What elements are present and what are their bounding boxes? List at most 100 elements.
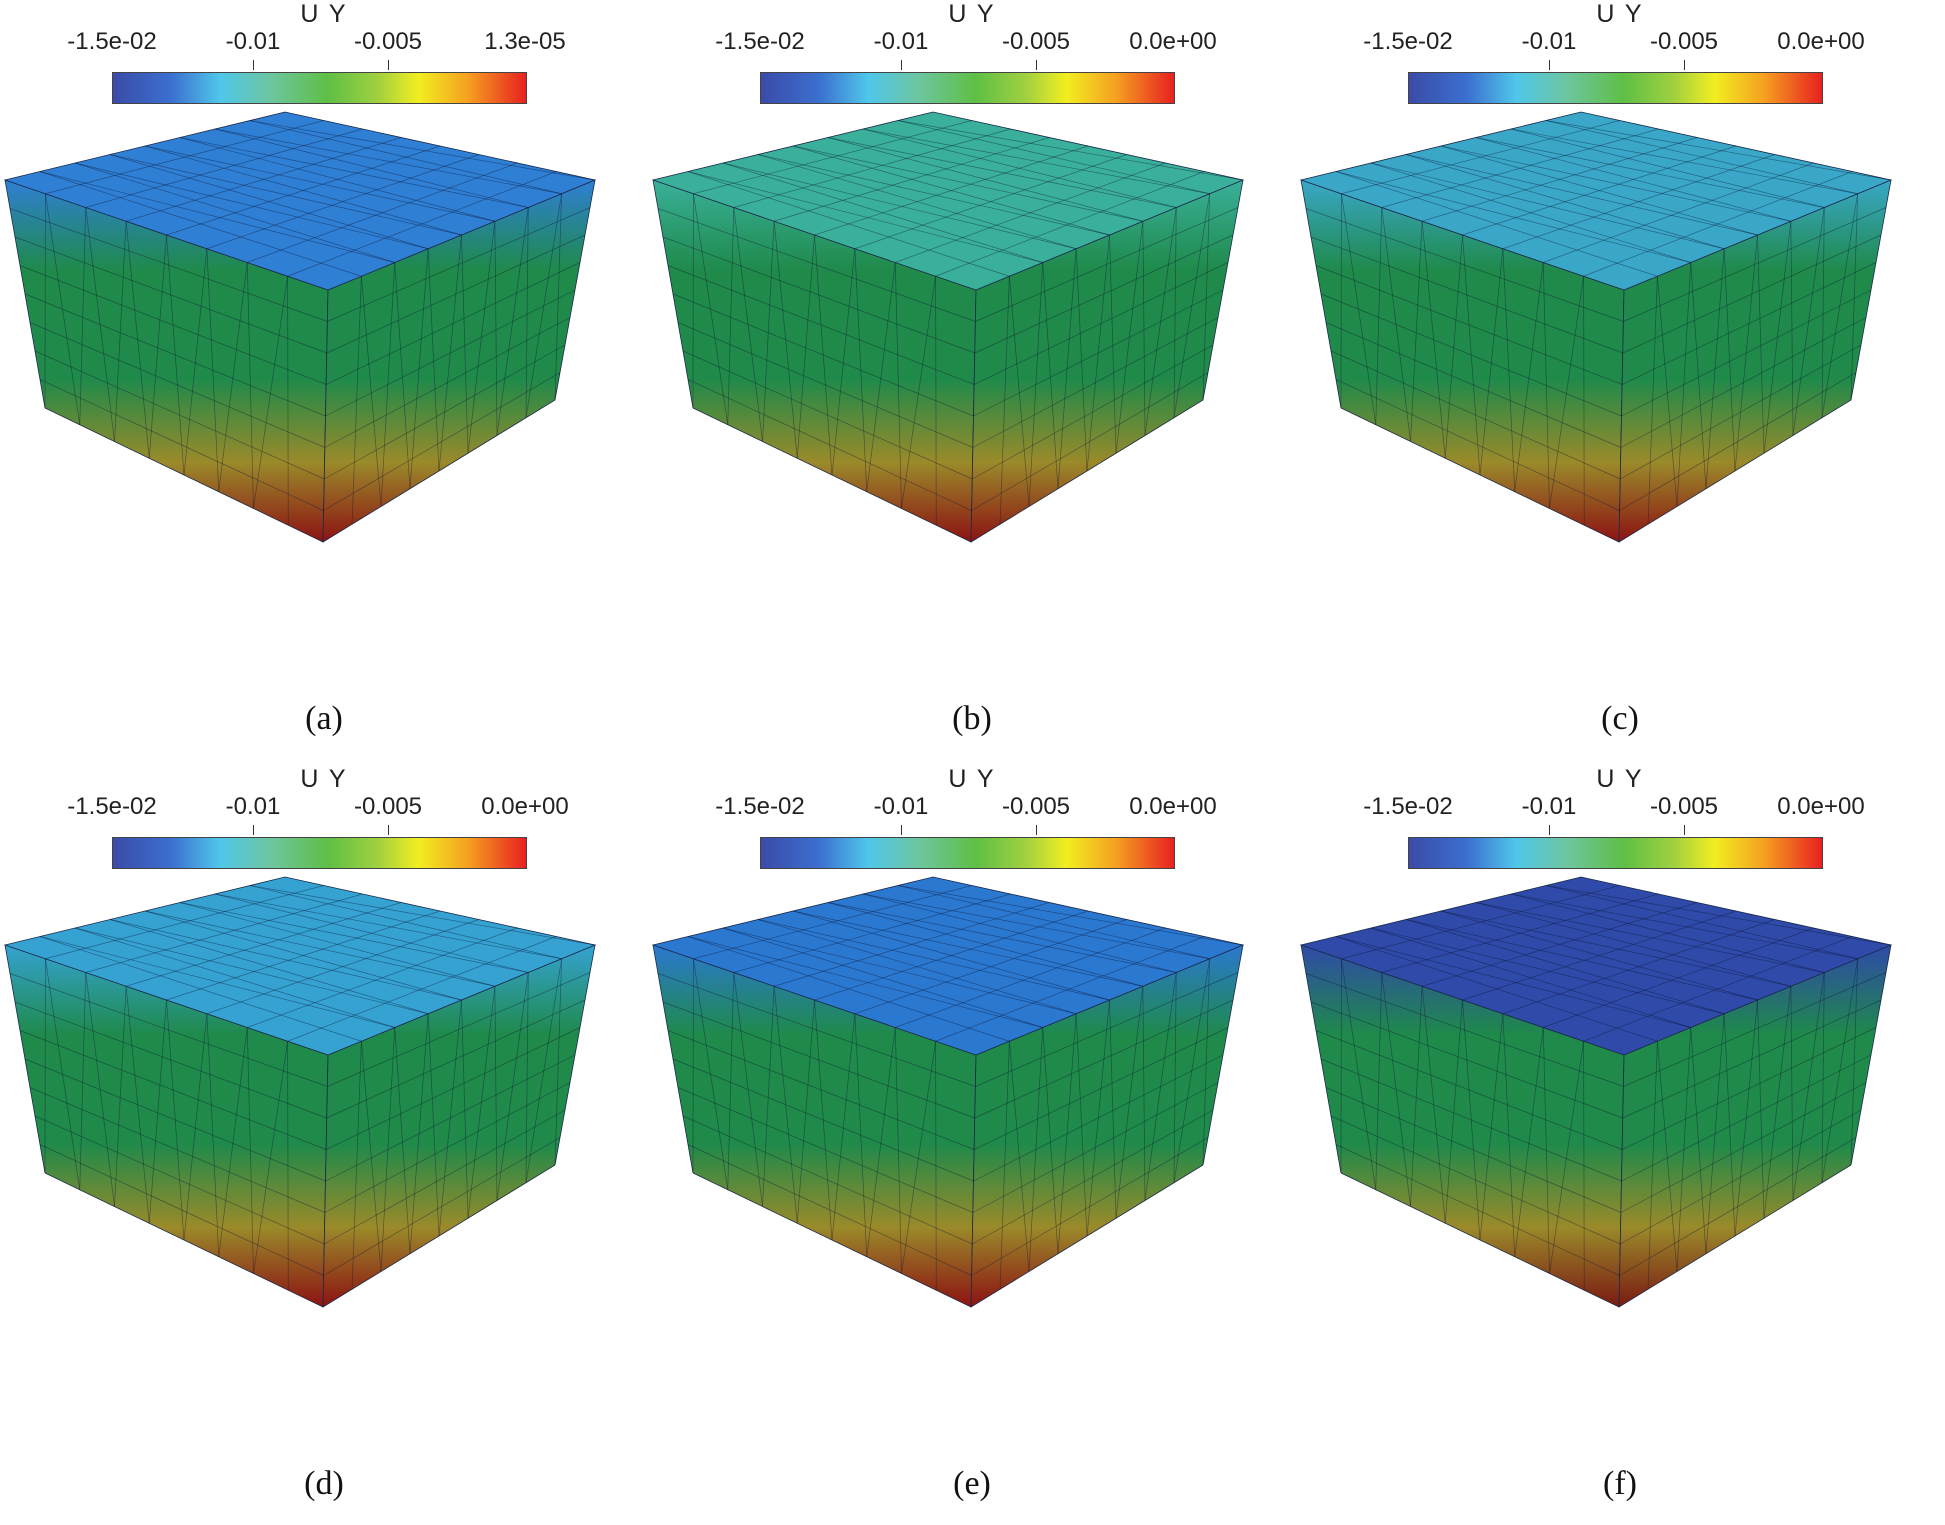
- mesh-edge: [972, 1082, 1219, 1213]
- mesh-edge: [1422, 902, 1698, 987]
- deformed-cube-mesh: [3, 111, 597, 543]
- colorbar-legend: U Y -1.5e-02 -0.01 -0.005 0.0e+00: [0, 765, 648, 875]
- mesh-edge: [325, 1027, 581, 1150]
- mesh-edge: [1542, 262, 1550, 509]
- colorbar-tick-mark: [901, 60, 902, 70]
- mesh-edge: [1202, 193, 1210, 401]
- mesh-edge: [999, 1041, 1010, 1290]
- mesh-edge: [39, 1144, 324, 1276]
- mesh-edge: [74, 162, 429, 250]
- mesh-edge: [1086, 234, 1110, 472]
- mesh-edge: [1381, 207, 1411, 442]
- mesh-edge: [325, 262, 581, 385]
- deformed-cube-mesh: [1299, 111, 1893, 543]
- mesh-edge: [218, 262, 248, 492]
- colorbar-legend: U Y -1.5e-02 -0.01 -0.005 1.3e-05: [0, 0, 648, 110]
- mesh-edge: [792, 910, 1143, 987]
- panel-b: U Y -1.5e-02 -0.01 -0.005 0.0e+00 (b): [648, 0, 1296, 760]
- mesh-edge: [214, 128, 529, 208]
- mesh-edge: [1421, 221, 1446, 459]
- legend-title: U Y: [1596, 0, 1644, 28]
- mesh-edge: [901, 1041, 936, 1274]
- mesh-edge: [166, 145, 441, 236]
- mesh-edge: [1341, 193, 1377, 425]
- mesh-edge: [1410, 221, 1423, 442]
- mesh-edge: [1621, 1027, 1877, 1150]
- mesh-edge: [1075, 248, 1088, 472]
- mesh-edge: [214, 893, 562, 960]
- mesh-edge: [687, 171, 1010, 277]
- mesh-edge: [1583, 1041, 1585, 1291]
- colorbar-tick-label: -0.005: [1649, 28, 1719, 55]
- mesh-edge: [494, 986, 498, 1201]
- mesh-edge: [1676, 262, 1692, 507]
- mesh-edge: [326, 234, 586, 354]
- legend-title: U Y: [1596, 765, 1644, 793]
- mesh-edge: [29, 322, 326, 448]
- mesh-edge: [1850, 193, 1858, 401]
- mesh-edge: [1335, 936, 1691, 1028]
- mesh-edge: [114, 986, 127, 1207]
- mesh-edge: [144, 910, 495, 987]
- mesh-edge: [862, 893, 1177, 973]
- panel-caption: (c): [1601, 700, 1639, 737]
- mesh-edge: [1335, 1144, 1620, 1276]
- mesh-edge: [253, 276, 288, 509]
- colorbar-gradient: [1408, 837, 1823, 869]
- mesh-edge: [1173, 193, 1210, 418]
- mesh-edge: [1583, 276, 1585, 526]
- mesh-edge: [854, 919, 1127, 1015]
- mesh-edge: [144, 145, 495, 222]
- deformed-cube-mesh: [3, 876, 597, 1308]
- mesh-edge: [774, 902, 1050, 987]
- mesh-edge: [179, 902, 529, 973]
- mesh-edge: [1173, 958, 1210, 1183]
- mesh-edge: [1370, 927, 1691, 1028]
- mesh-edge: [34, 350, 325, 480]
- mesh-edge: [249, 885, 562, 960]
- mesh-edge: [287, 936, 557, 1042]
- mesh-edge: [206, 1013, 220, 1257]
- mesh-edge: [218, 1027, 248, 1257]
- mesh-edge: [1315, 1030, 1623, 1150]
- mesh-edge: [757, 919, 1110, 1001]
- mesh-edge: [796, 234, 815, 459]
- mesh-edge: [1690, 262, 1707, 489]
- mesh-edge: [1315, 265, 1623, 385]
- colorbar-tick-mark: [1036, 825, 1037, 835]
- colorbar-tick-mark: [253, 825, 254, 835]
- mesh-edge: [897, 885, 1210, 960]
- mesh-edge: [45, 885, 324, 960]
- mesh-edge: [1462, 234, 1481, 476]
- mesh-edge: [39, 379, 324, 511]
- mesh-edge: [895, 162, 1166, 263]
- mesh-edge: [109, 919, 462, 1001]
- mesh-edge: [1510, 128, 1858, 195]
- mesh-edge: [814, 234, 833, 476]
- mesh-edge: [394, 262, 411, 489]
- mesh-edge: [1381, 893, 1659, 973]
- mesh-edge: [109, 154, 429, 250]
- mesh-edge: [657, 208, 976, 322]
- mesh-edge: [677, 322, 974, 448]
- mesh-edge: [144, 145, 462, 236]
- mesh-edge: [1341, 885, 1620, 960]
- mesh-edge: [247, 162, 518, 263]
- mesh-edge: [74, 927, 429, 1015]
- mesh-edge: [1792, 207, 1825, 436]
- colorbar-tick-label: -0.01: [225, 793, 281, 820]
- mesh-edge: [247, 927, 518, 1028]
- mesh-edge: [1405, 154, 1725, 250]
- colorbar-tick-label: -0.01: [873, 28, 929, 55]
- mesh-edge: [1734, 999, 1758, 1237]
- mesh-edge: [1757, 234, 1765, 454]
- cube-top-face: [3, 111, 597, 291]
- colorbar-legend: U Y -1.5e-02 -0.01 -0.005 0.0e+00: [648, 765, 1296, 875]
- mesh-edge: [45, 120, 324, 195]
- mesh-edge: [1440, 145, 1791, 222]
- deformed-cube-mesh: [1299, 876, 1893, 1308]
- mesh-edge: [1310, 1001, 1623, 1119]
- mesh-edge: [166, 999, 185, 1241]
- mesh-edge: [14, 236, 327, 354]
- mesh-edge: [1621, 1054, 1872, 1182]
